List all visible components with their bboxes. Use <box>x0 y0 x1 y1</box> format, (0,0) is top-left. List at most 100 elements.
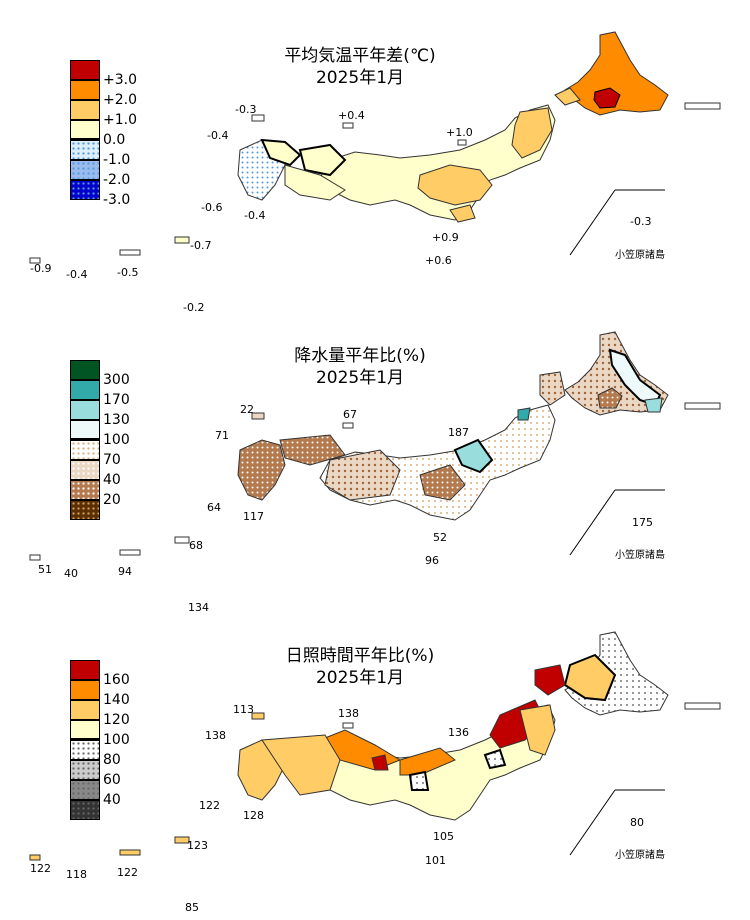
legend-label: 20 <box>103 492 121 508</box>
legend-label: -1.0 <box>103 152 131 168</box>
legend-swatch <box>70 660 100 680</box>
sunshine-title-main: 日照時間平年比(%) <box>285 646 435 666</box>
sun-value-label: 80 <box>630 816 644 829</box>
precip-value-label: 96 <box>425 554 439 567</box>
legend-swatch <box>70 360 100 380</box>
ogasawara-label: 小笠原諸島 <box>615 250 665 261</box>
legend-swatch <box>70 180 100 200</box>
legend-swatch <box>70 500 100 520</box>
sun-value-label: 101 <box>425 854 446 867</box>
legend-swatch <box>70 160 100 180</box>
legend-swatch <box>70 760 100 780</box>
sun-value-label: 138 <box>205 729 226 742</box>
temperature-title: 平均気温平年差(℃) 2025年1月 <box>230 45 490 89</box>
temp-value-label: -0.9 <box>30 262 52 275</box>
sun-value-label: 122 <box>30 862 51 875</box>
legend-swatch <box>70 120 100 140</box>
precip-value-label: 51 <box>38 563 52 576</box>
sunshine-ratio-map: 日照時間平年比(%) 2025年1月 160 140 120 100 80 60 40 11… <box>0 600 750 914</box>
precip-value-label: 187 <box>448 426 469 439</box>
sunshine-title-date: 2025年1月 <box>315 668 405 688</box>
precip-value-label: 22 <box>240 403 254 416</box>
legend-label: 0.0 <box>103 132 126 148</box>
legend-label: -2.0 <box>103 172 131 188</box>
temp-value-label: -0.4 <box>66 268 88 281</box>
legend-label: +3.0 <box>103 72 137 88</box>
sun-value-label: 136 <box>448 726 469 739</box>
temp-value-label: -0.3 <box>630 215 652 228</box>
honshu-region <box>319 104 556 221</box>
legend-label: 70 <box>103 452 121 468</box>
tohoku-warm-area <box>511 107 553 159</box>
legend-swatch <box>70 780 100 800</box>
legend-swatch <box>70 740 100 760</box>
temp-value-label: -0.6 <box>201 201 223 214</box>
temp-value-label: -0.4 <box>207 129 229 142</box>
legend-label: 170 <box>103 392 130 408</box>
ogasawara-label: 小笠原諸島 <box>615 550 665 561</box>
precipitation-map-graphic <box>29 331 721 561</box>
precipitation-title-date: 2025年1月 <box>315 368 405 388</box>
ogasawara-label: 小笠原諸島 <box>615 850 665 861</box>
legend-swatch <box>70 800 100 820</box>
legend-label: 120 <box>103 712 130 728</box>
legend-label: +1.0 <box>103 112 137 128</box>
sun-value-label: 113 <box>233 703 254 716</box>
legend-swatch <box>70 380 100 400</box>
temperature-title-date: 2025年1月 <box>315 68 405 88</box>
legend-swatch <box>70 400 100 420</box>
sunshine-map-graphic <box>29 631 721 861</box>
legend-swatch <box>70 480 100 500</box>
sun-value-label: 122 <box>199 799 220 812</box>
central-warm-area <box>417 164 493 206</box>
temp-value-label: +0.4 <box>338 109 365 122</box>
legend-label: 300 <box>103 372 130 388</box>
sun-value-label: 118 <box>66 868 87 881</box>
legend-swatch <box>70 80 100 100</box>
legend-swatch <box>70 460 100 480</box>
sun-value-label: 128 <box>243 809 264 822</box>
legend-swatch <box>70 420 100 440</box>
precipitation-ratio-map: 降水量平年比(%) 2025年1月 300 170 130 100 70 40 20 22 … <box>0 300 750 614</box>
sunshine-title: 日照時間平年比(%) 2025年1月 <box>230 645 490 689</box>
sun-value-label: 85 <box>185 901 199 914</box>
legend-label: -3.0 <box>103 192 131 208</box>
legend-swatch <box>70 60 100 80</box>
temp-value-label: +0.6 <box>425 254 452 267</box>
precip-value-label: 134 <box>188 601 209 614</box>
sun-value-label: 138 <box>338 707 359 720</box>
legend-swatch <box>70 440 100 460</box>
hokkaido-hot-spot <box>593 87 621 109</box>
legend-swatch <box>70 700 100 720</box>
hokkaido-region <box>564 31 669 116</box>
precip-value-label: 117 <box>243 510 264 523</box>
legend-label: 80 <box>103 752 121 768</box>
temp-value-label: -0.5 <box>117 266 139 279</box>
temp-value-label: +1.0 <box>446 126 473 139</box>
legend-swatch <box>70 140 100 160</box>
precipitation-title-main: 降水量平年比(%) <box>294 346 426 366</box>
precip-value-label: 64 <box>207 501 221 514</box>
temp-value-label: -0.3 <box>235 103 257 116</box>
legend-label: 100 <box>103 732 130 748</box>
legend-swatch <box>70 100 100 120</box>
precip-value-label: 68 <box>189 539 203 552</box>
temperature-title-main: 平均気温平年差(℃) <box>284 46 436 66</box>
precipitation-title: 降水量平年比(%) 2025年1月 <box>230 345 490 389</box>
legend-label: 160 <box>103 672 130 688</box>
legend-swatch <box>70 720 100 740</box>
temp-value-label: -0.7 <box>190 239 212 252</box>
legend-label: 140 <box>103 692 130 708</box>
legend-label: 100 <box>103 432 130 448</box>
precip-value-label: 175 <box>632 516 653 529</box>
temp-value-label: +0.9 <box>432 231 459 244</box>
sun-value-label: 123 <box>187 839 208 852</box>
legend-label: 40 <box>103 472 121 488</box>
legend-label: 130 <box>103 412 130 428</box>
temperature-map-graphic <box>29 31 721 264</box>
legend-swatch <box>70 680 100 700</box>
temp-value-label: -0.4 <box>244 209 266 222</box>
legend-label: 40 <box>103 792 121 808</box>
legend-label: +2.0 <box>103 92 137 108</box>
precip-value-label: 71 <box>215 429 229 442</box>
